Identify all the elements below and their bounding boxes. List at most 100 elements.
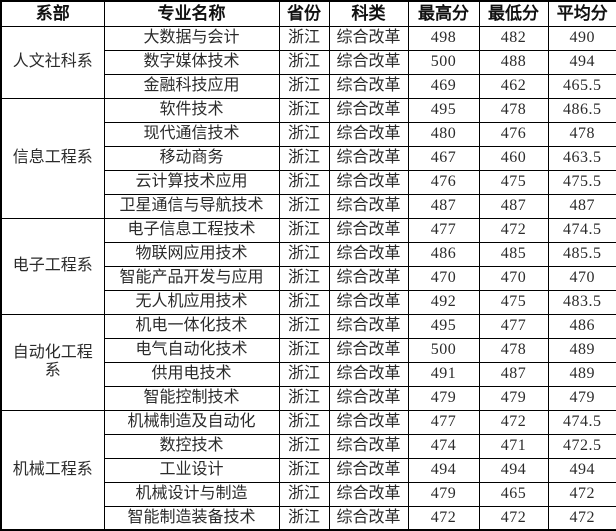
avg-score-cell: 463.5	[547, 145, 616, 171]
category-cell: 综合改革	[328, 481, 409, 507]
province-cell: 浙江	[278, 337, 330, 363]
min-score-cell: 472	[478, 409, 549, 435]
category-cell: 综合改革	[328, 121, 409, 147]
province-cell: 浙江	[278, 169, 330, 195]
category-cell: 综合改革	[328, 433, 409, 459]
max-score-cell: 486	[407, 241, 480, 267]
max-score-cell: 477	[407, 409, 480, 435]
avg-score-cell: 472.5	[547, 433, 616, 459]
major-cell: 智能控制技术	[103, 385, 280, 411]
max-score-cell: 500	[407, 49, 480, 75]
max-score-cell: 470	[407, 265, 480, 291]
major-cell: 云计算技术应用	[103, 169, 280, 195]
max-score-cell: 476	[407, 169, 480, 195]
province-cell: 浙江	[278, 145, 330, 171]
department-cell: 自动化工程系	[0, 313, 105, 411]
table-row: 数控技术 浙江 综合改革 474 471 472.5	[1, 433, 616, 459]
category-cell: 综合改革	[328, 361, 409, 387]
avg-score-cell: 485.5	[547, 241, 616, 267]
min-score-cell: 478	[478, 97, 549, 123]
max-score-cell: 495	[407, 313, 480, 339]
province-cell: 浙江	[278, 193, 330, 219]
category-cell: 综合改革	[328, 505, 409, 531]
table-row: 机械工程系 机械制造及自动化 浙江 综合改革 477 472 474.5	[0, 409, 616, 531]
major-cell: 供用电技术	[103, 361, 280, 387]
table-row: 智能制造装备技术 浙江 综合改革 472 472 472	[1, 505, 616, 531]
avg-score-cell: 487	[547, 193, 616, 219]
category-cell: 综合改革	[328, 217, 409, 243]
min-score-cell: 472	[478, 505, 549, 531]
avg-score-cell: 465.5	[547, 73, 616, 99]
category-cell: 综合改革	[328, 289, 409, 315]
min-score-cell: 482	[478, 25, 549, 51]
category-cell: 综合改革	[328, 73, 409, 99]
province-cell: 浙江	[278, 313, 330, 339]
major-cell: 卫星通信与导航技术	[103, 193, 280, 219]
major-cell: 移动商务	[103, 145, 280, 171]
header-cell-min-score: 最低分	[478, 0, 549, 27]
max-score-cell: 479	[407, 481, 480, 507]
min-score-cell: 477	[478, 313, 549, 339]
max-score-cell: 492	[407, 289, 480, 315]
major-cell: 大数据与会计	[103, 25, 280, 51]
table-row: 电子工程系 电子信息工程技术 浙江 综合改革 477 472 474.5	[0, 217, 616, 315]
major-cell: 物联网应用技术	[103, 241, 280, 267]
major-cell: 数字媒体技术	[103, 49, 280, 75]
avg-score-cell: 475.5	[547, 169, 616, 195]
min-score-cell: 471	[478, 433, 549, 459]
max-score-cell: 477	[407, 217, 480, 243]
min-score-cell: 478	[478, 337, 549, 363]
avg-score-cell: 479	[547, 385, 616, 411]
major-cell: 软件技术	[103, 97, 280, 123]
max-score-cell: 500	[407, 337, 480, 363]
avg-score-cell: 474.5	[547, 409, 616, 435]
max-score-cell: 467	[407, 145, 480, 171]
max-score-cell: 472	[407, 505, 480, 531]
table-row: 智能控制技术 浙江 综合改革 479 479 479	[1, 385, 616, 411]
table-row: 智能产品开发与应用 浙江 综合改革 470 470 470	[1, 265, 616, 291]
major-cell: 机械制造及自动化	[103, 409, 280, 435]
max-score-cell: 469	[407, 73, 480, 99]
avg-score-cell: 494	[547, 49, 616, 75]
header-cell-avg-score: 平均分	[547, 0, 616, 27]
major-cell: 数控技术	[103, 433, 280, 459]
province-cell: 浙江	[278, 217, 330, 243]
max-score-cell: 498	[407, 25, 480, 51]
max-score-cell: 487	[407, 193, 480, 219]
major-cell: 机电一体化技术	[103, 313, 280, 339]
min-score-cell: 479	[478, 385, 549, 411]
max-score-cell: 491	[407, 361, 480, 387]
min-score-cell: 470	[478, 265, 549, 291]
avg-score-cell: 472	[547, 505, 616, 531]
department-cell: 信息工程系	[0, 97, 105, 219]
table-body: 人文社科系 大数据与会计 浙江 综合改革 498 482 490 数字媒体技术 浙江 综合改革 50…	[0, 25, 616, 531]
category-cell: 综合改革	[328, 145, 409, 171]
header-cell-major: 专业名称	[103, 0, 280, 27]
province-cell: 浙江	[278, 505, 330, 531]
category-cell: 综合改革	[328, 337, 409, 363]
avg-score-cell: 472	[547, 481, 616, 507]
department-cell: 机械工程系	[0, 409, 105, 531]
avg-score-cell: 478	[547, 121, 616, 147]
min-score-cell: 494	[478, 457, 549, 483]
min-score-cell: 460	[478, 145, 549, 171]
province-cell: 浙江	[278, 97, 330, 123]
table-row: 供用电技术 浙江 综合改革 491 487 489	[1, 361, 616, 387]
major-cell: 电子信息工程技术	[103, 217, 280, 243]
category-cell: 综合改革	[328, 409, 409, 435]
avg-score-cell: 494	[547, 457, 616, 483]
province-cell: 浙江	[278, 481, 330, 507]
header-cell-province: 省份	[278, 0, 330, 27]
min-score-cell: 476	[478, 121, 549, 147]
avg-score-cell: 486.5	[547, 97, 616, 123]
major-cell: 现代通信技术	[103, 121, 280, 147]
category-cell: 综合改革	[328, 457, 409, 483]
category-cell: 综合改革	[328, 25, 409, 51]
avg-score-cell: 470	[547, 265, 616, 291]
province-cell: 浙江	[278, 409, 330, 435]
avg-score-cell: 489	[547, 337, 616, 363]
category-cell: 综合改革	[328, 241, 409, 267]
table-row: 自动化工程系 机电一体化技术 浙江 综合改革 495 477 486	[0, 313, 616, 411]
major-cell: 金融科技应用	[103, 73, 280, 99]
table-row: 工业设计 浙江 综合改革 494 494 494	[1, 457, 616, 483]
